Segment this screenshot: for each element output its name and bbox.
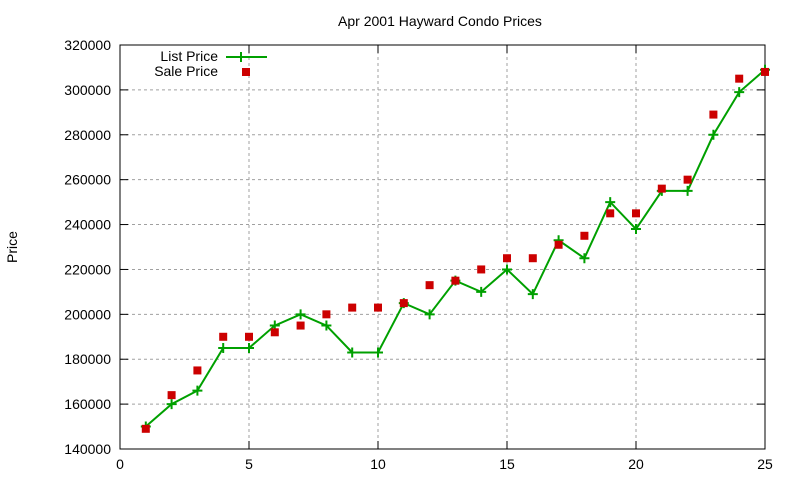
sale-price-point	[503, 254, 511, 263]
list-price-point	[734, 87, 745, 98]
y-tick-label: 240000	[64, 217, 111, 233]
sale-price-point	[606, 209, 615, 218]
y-tick-label: 140000	[64, 441, 111, 457]
sale-price-point	[322, 310, 331, 319]
list-price-point	[579, 253, 590, 264]
sale-price-point	[193, 366, 202, 375]
plus-marker-icon	[236, 52, 246, 62]
sale-price-point	[580, 231, 589, 240]
sale-price-point	[761, 67, 769, 76]
y-tick-label: 200000	[64, 306, 111, 322]
x-tick-label: 10	[370, 456, 386, 472]
list-price-point	[295, 309, 306, 320]
list-price-point	[631, 224, 641, 235]
list-price-point	[166, 399, 177, 410]
list-price-point	[321, 320, 332, 331]
sale-price-point	[270, 328, 279, 337]
list-price-point	[218, 343, 229, 353]
legend-sale-price: Sale Price	[154, 63, 218, 79]
sale-price-point	[348, 303, 357, 312]
sale-price-point	[683, 175, 692, 184]
list-price-point	[476, 286, 487, 297]
y-tick-label: 160000	[64, 396, 111, 412]
x-tick-label: 0	[116, 456, 124, 472]
x-tick-label: 5	[245, 456, 253, 472]
sale-price-point	[399, 299, 408, 308]
series-layer	[140, 64, 770, 433]
sale-price-point	[735, 74, 744, 83]
sale-price-point	[451, 276, 460, 285]
legend: List Price Sale Price	[154, 48, 267, 79]
sale-price-point	[554, 240, 563, 249]
x-tick-label: 15	[499, 456, 515, 472]
list-price-point	[682, 185, 693, 196]
list-price-point	[347, 347, 358, 358]
sale-price-point	[657, 184, 666, 193]
sale-price-point	[245, 332, 253, 341]
y-tick-label: 300000	[64, 82, 111, 98]
sale-price-point	[167, 391, 176, 400]
x-tick-label: 20	[628, 456, 644, 472]
list-price-point	[373, 347, 383, 358]
y-tick-label: 280000	[64, 127, 111, 143]
x-tick-label: 25	[757, 456, 773, 472]
sale-price-point	[709, 110, 718, 119]
sale-price-point	[219, 332, 228, 341]
sale-price-point	[477, 265, 486, 274]
list-price-point	[502, 264, 512, 275]
y-tick-label: 320000	[64, 37, 111, 53]
list-price-point	[605, 197, 616, 208]
chart-title: Apr 2001 Hayward Condo Prices	[338, 13, 542, 29]
list-price-point	[527, 289, 538, 300]
y-axis-label: Price	[4, 231, 20, 263]
grid-lines	[120, 45, 765, 449]
list-price-line	[145, 68, 766, 428]
plot-border	[119, 44, 766, 450]
sale-price-point	[528, 254, 537, 263]
axis-ticks: 140000 160000 180000 200000 220000 240000 2600…	[64, 37, 773, 472]
sale-price-point	[632, 209, 640, 218]
list-price-point	[244, 343, 254, 353]
y-tick-label: 180000	[64, 351, 111, 367]
list-price-point	[192, 385, 203, 396]
sale-price-point	[141, 424, 150, 433]
list-price-point	[708, 129, 719, 140]
square-marker-icon	[242, 68, 250, 76]
y-tick-label: 220000	[64, 261, 111, 277]
y-tick-label: 260000	[64, 172, 111, 188]
list-price-point	[424, 309, 435, 320]
sale-price-point	[296, 321, 305, 330]
legend-list-price: List Price	[160, 48, 218, 64]
sale-price-point	[374, 303, 382, 312]
sale-price-point	[425, 281, 434, 290]
